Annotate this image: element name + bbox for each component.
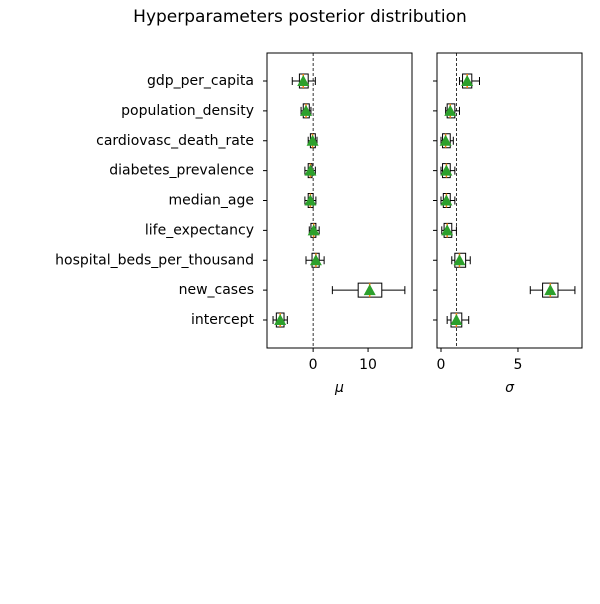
mean-marker bbox=[461, 75, 474, 86]
mean-marker bbox=[297, 75, 310, 86]
mean-marker bbox=[544, 284, 557, 296]
mean-marker bbox=[453, 254, 466, 266]
y-tick-label: intercept bbox=[191, 312, 255, 328]
mean-marker bbox=[450, 314, 463, 325]
mean-marker bbox=[307, 224, 320, 236]
mean-marker bbox=[444, 104, 457, 116]
plot-frame bbox=[436, 52, 583, 349]
x-axis-label: σ bbox=[505, 380, 515, 396]
y-tick-label: cardiovasc_death_rate bbox=[96, 133, 254, 149]
mean-marker bbox=[274, 314, 287, 325]
mean-marker bbox=[306, 134, 319, 146]
y-tick-label: median_age bbox=[168, 193, 254, 209]
plot-frame bbox=[266, 52, 413, 349]
mean-marker bbox=[439, 134, 452, 146]
mean-marker bbox=[299, 104, 312, 116]
mean-marker bbox=[304, 164, 317, 176]
y-tick-label: new_cases bbox=[179, 282, 254, 298]
y-tick-label: life_expectancy bbox=[145, 222, 254, 238]
mean-marker bbox=[440, 164, 453, 176]
mean-marker bbox=[304, 194, 317, 206]
x-tick-label: 0 bbox=[309, 357, 318, 373]
x-tick-label: 10 bbox=[359, 357, 377, 373]
mean-marker bbox=[441, 224, 454, 236]
y-tick-label: gdp_per_capita bbox=[147, 73, 254, 89]
x-tick-label: 5 bbox=[514, 357, 523, 373]
mean-marker bbox=[440, 194, 453, 206]
y-tick-label: population_density bbox=[121, 103, 254, 119]
mean-marker bbox=[309, 254, 322, 266]
y-tick-label: hospital_beds_per_thousand bbox=[55, 252, 254, 268]
chart-title: Hyperparameters posterior distribution bbox=[133, 7, 467, 27]
x-axis-label: μ bbox=[334, 380, 344, 396]
x-tick-label: 0 bbox=[437, 357, 446, 373]
mean-marker bbox=[363, 284, 376, 296]
y-tick-label: diabetes_prevalence bbox=[109, 163, 254, 179]
